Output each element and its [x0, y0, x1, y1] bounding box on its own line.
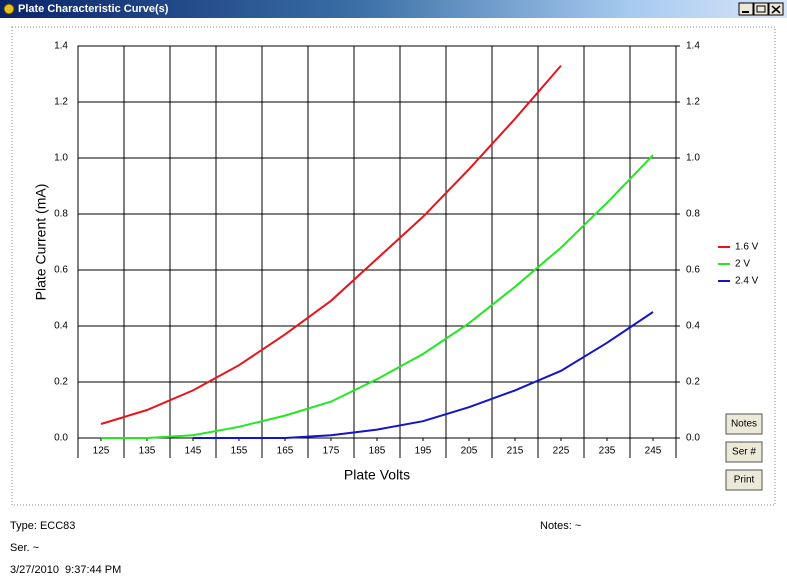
x-tick-label: 235 [599, 446, 616, 457]
y-tick-label: 1.2 [54, 97, 68, 108]
button[interactable] [725, 469, 763, 491]
y-axis-label: Plate Current (mA) [33, 184, 49, 301]
x-tick-label: 135 [139, 446, 156, 457]
y2-tick-label: 1.2 [686, 97, 700, 108]
type-text: Type: ECC83 [10, 520, 75, 532]
y-tick-label: 0.2 [54, 377, 68, 388]
x-tick-label: 205 [461, 446, 478, 457]
serial-text: Ser. ~ [10, 542, 39, 554]
window-title: Plate Characteristic Curve(s) [18, 3, 169, 15]
y2-tick-label: 0.0 [686, 433, 700, 444]
x-tick-label: 215 [507, 446, 524, 457]
x-tick-label: 165 [277, 446, 294, 457]
x-tick-label: 185 [369, 446, 386, 457]
timestamp-text: 3/27/2010 9:37:44 PM [10, 564, 121, 576]
series-line [100, 64, 562, 425]
y2-tick-label: 1.0 [686, 153, 700, 164]
x-tick-label: 195 [415, 446, 432, 457]
y2-tick-label: 0.8 [686, 209, 700, 220]
y2-tick-label: 0.2 [686, 377, 700, 388]
x-tick-label: 245 [645, 446, 662, 457]
y-tick-label: 0.6 [54, 265, 68, 276]
legend-label: 1.6 V [735, 242, 759, 253]
button-label[interactable]: Notes [731, 419, 757, 430]
legend-label: 2.4 V [735, 276, 759, 287]
maximize-button[interactable] [753, 2, 769, 16]
series-line [193, 311, 654, 439]
y2-tick-label: 1.4 [686, 41, 700, 52]
x-axis-label: Plate Volts [344, 467, 410, 483]
chart-frame [11, 26, 776, 506]
minimize-button[interactable] [738, 2, 754, 16]
window-controls [738, 2, 784, 16]
x-tick-label: 145 [185, 446, 202, 457]
y2-tick-label: 0.6 [686, 265, 700, 276]
x-tick-label: 155 [231, 446, 248, 457]
button[interactable] [725, 413, 763, 435]
y-tick-label: 0.4 [54, 321, 68, 332]
y-tick-label: 0.8 [54, 209, 68, 220]
app-icon [3, 3, 15, 15]
title-bar [0, 0, 787, 18]
x-tick-label: 175 [323, 446, 340, 457]
series-line [101, 154, 654, 439]
legend-label: 2 V [735, 259, 750, 270]
button[interactable] [725, 441, 763, 463]
notes-text: Notes: ~ [540, 520, 581, 532]
x-tick-label: 225 [553, 446, 570, 457]
y-tick-label: 1.0 [54, 153, 68, 164]
button-label[interactable]: Print [734, 475, 755, 486]
y-tick-label: 1.4 [54, 41, 68, 52]
x-tick-label: 125 [93, 446, 110, 457]
y2-tick-label: 0.4 [686, 321, 700, 332]
y-tick-label: 0.0 [54, 433, 68, 444]
button-label[interactable]: Ser # [732, 447, 756, 458]
